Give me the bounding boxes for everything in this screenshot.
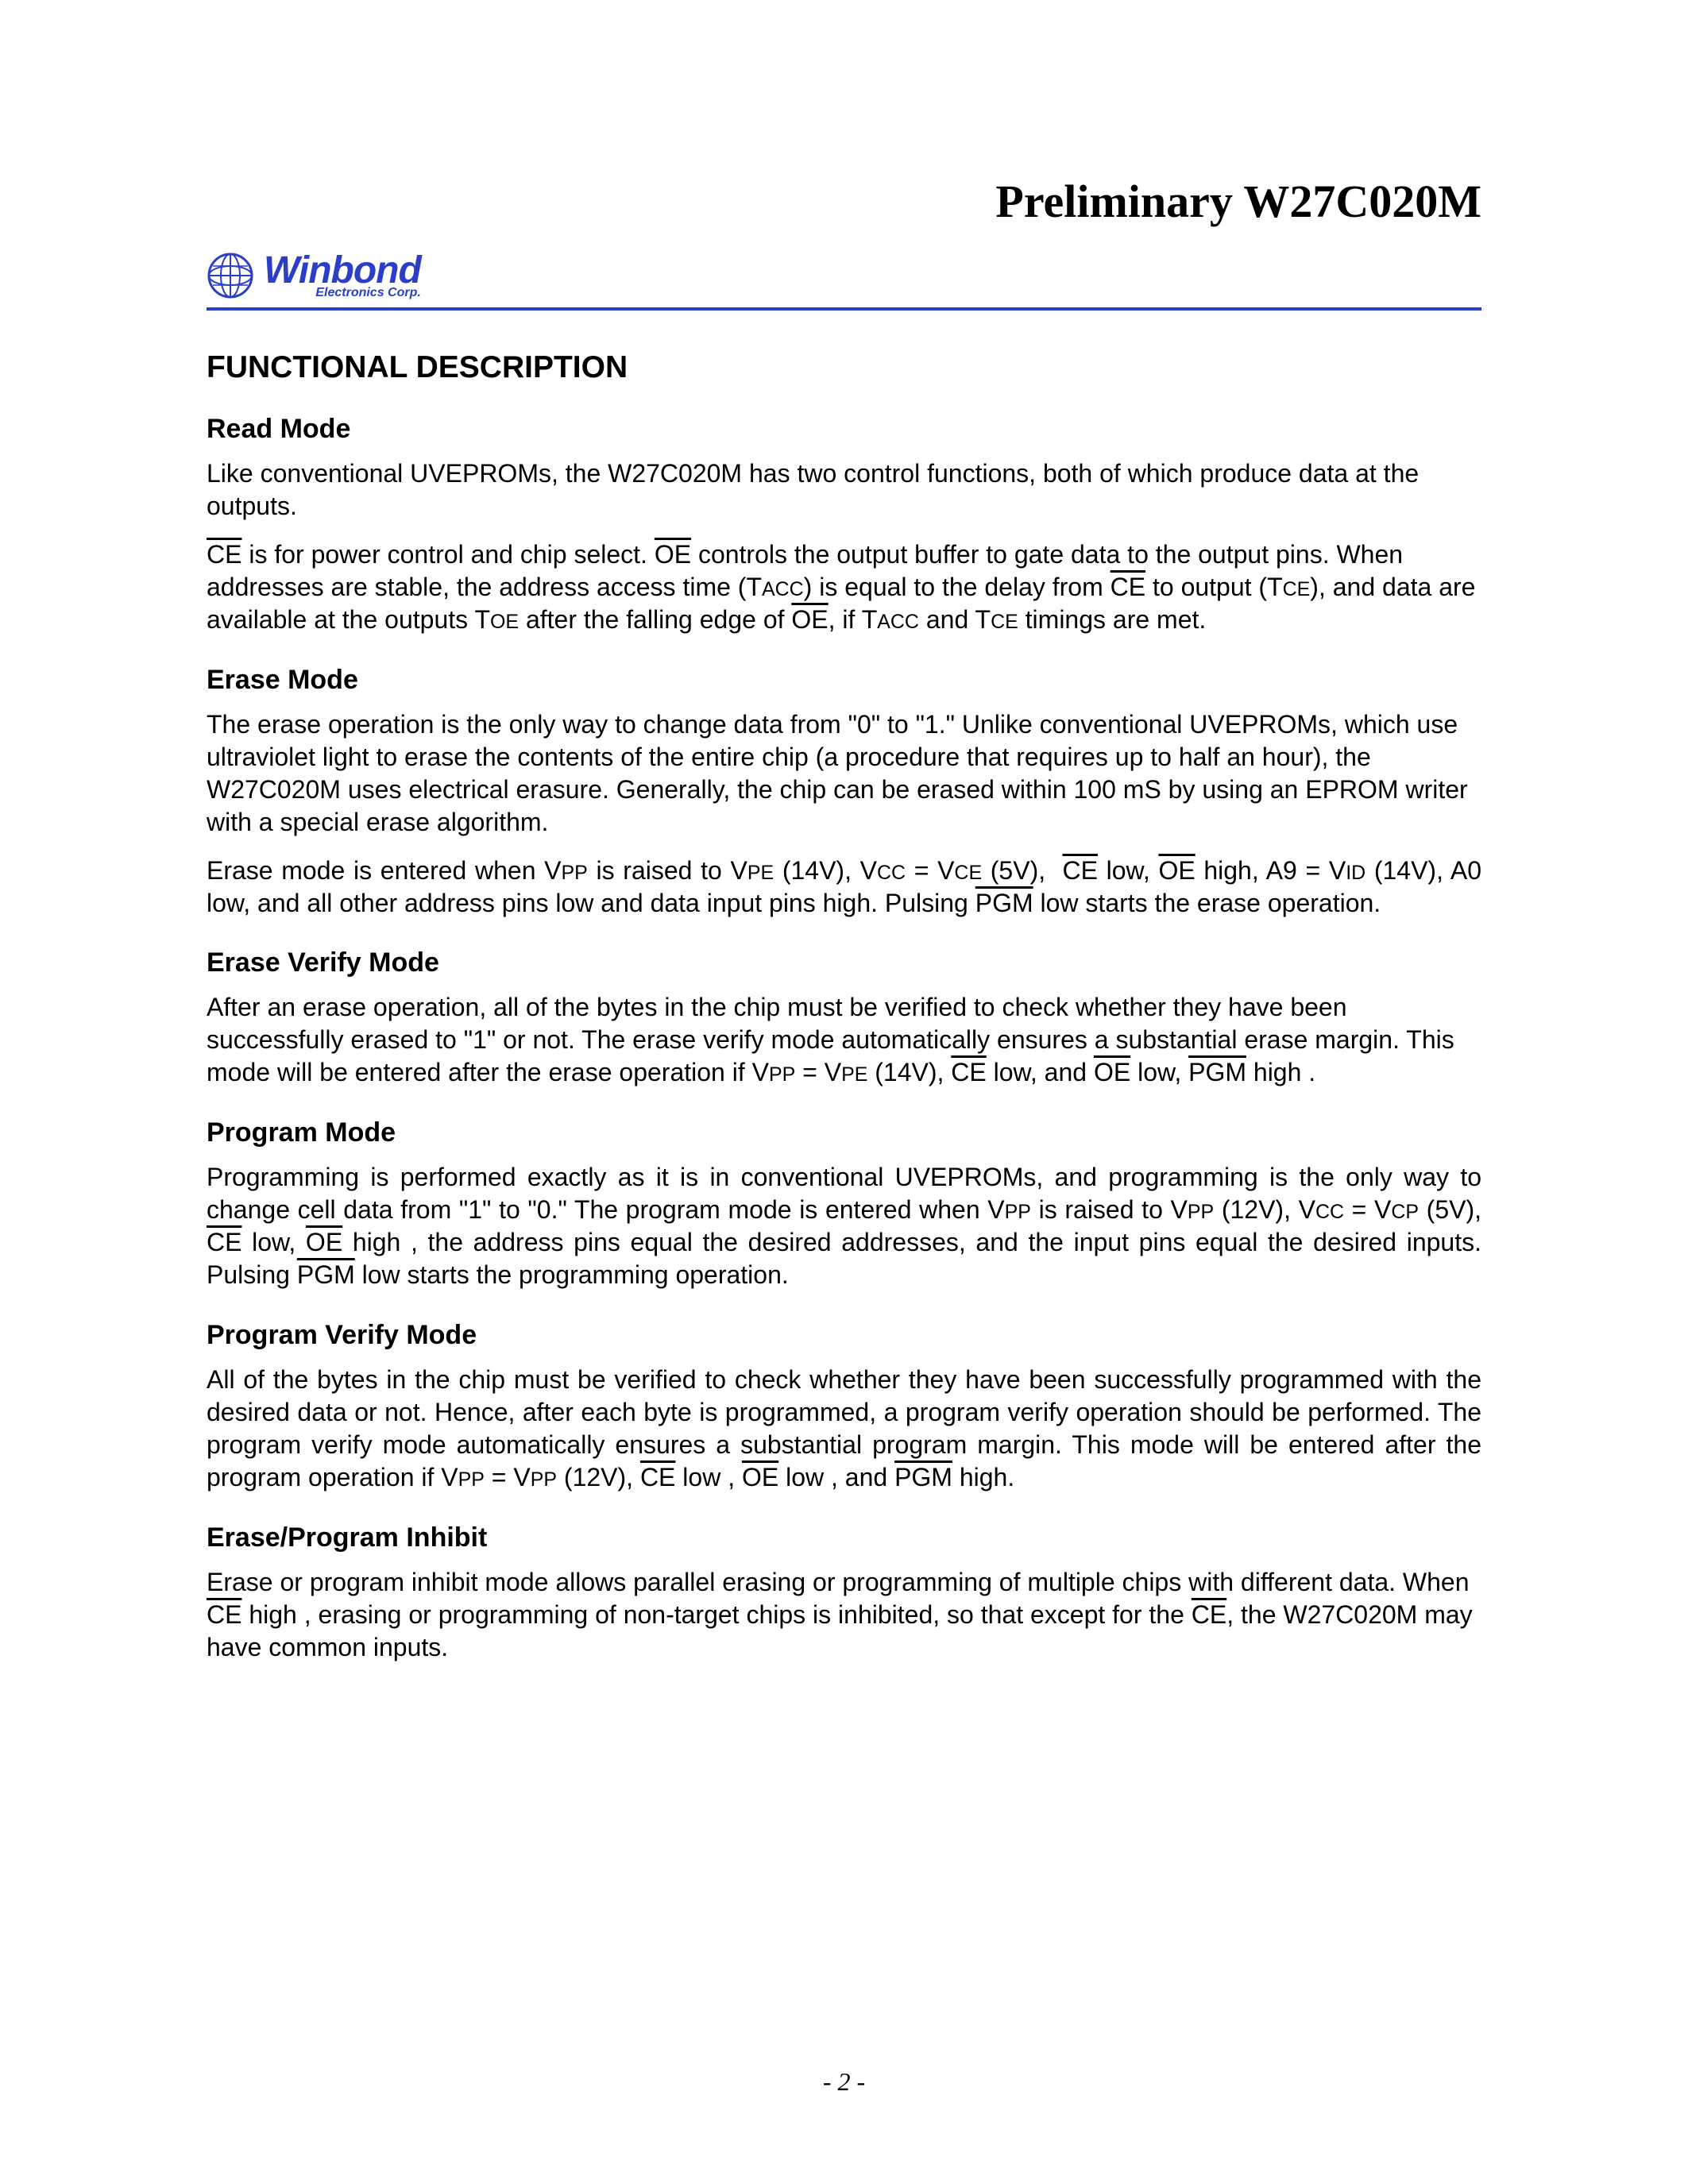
subsection-heading: Erase/Program Inhibit: [207, 1522, 1481, 1553]
paragraph: Programming is performed exactly as it i…: [207, 1161, 1481, 1291]
header-logo-row: Winbond Electronics Corp.: [207, 252, 1481, 311]
logo-text-wrap: Winbond Electronics Corp.: [264, 252, 421, 299]
paragraph: All of the bytes in the chip must be ver…: [207, 1364, 1481, 1494]
paragraph: CE is for power control and chip select.…: [207, 538, 1481, 636]
globe-icon: [207, 252, 254, 299]
paragraph: Erase or program inhibit mode allows par…: [207, 1566, 1481, 1664]
paragraph: The erase operation is the only way to c…: [207, 708, 1481, 839]
subsection-heading: Erase Verify Mode: [207, 947, 1481, 978]
logo-subtitle: Electronics Corp.: [264, 287, 421, 299]
logo-brand: Winbond: [264, 252, 421, 290]
paragraph: Like conventional UVEPROMs, the W27C020M…: [207, 457, 1481, 523]
subsection-heading: Erase Mode: [207, 665, 1481, 696]
sections-container: Read Mode Like conventional UVEPROMs, the…: [207, 414, 1481, 1664]
page-number: - 2 -: [0, 2067, 1688, 2097]
section-heading: FUNCTIONAL DESCRIPTION: [207, 350, 1481, 385]
paragraph: Erase mode is entered when VPP is raised…: [207, 855, 1481, 920]
paragraph: After an erase operation, all of the byt…: [207, 991, 1481, 1089]
document-title: Preliminary W27C020M: [207, 175, 1481, 228]
subsection-heading: Read Mode: [207, 414, 1481, 445]
subsection-heading: Program Verify Mode: [207, 1320, 1481, 1351]
subsection-heading: Program Mode: [207, 1117, 1481, 1148]
